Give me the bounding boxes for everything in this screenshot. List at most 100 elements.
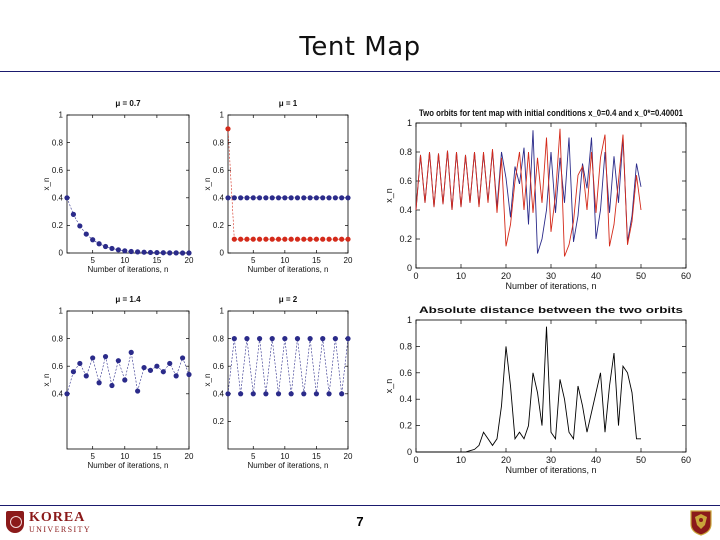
x-tick-label: 10 <box>280 452 289 461</box>
data-point <box>320 236 326 242</box>
y-tick-label: 0.2 <box>213 221 225 230</box>
data-point <box>90 355 96 361</box>
data-point <box>339 236 345 242</box>
x-tick-label: 5 <box>90 256 95 265</box>
plot-frame <box>415 122 687 269</box>
data-point <box>115 247 121 253</box>
data-point <box>244 336 250 342</box>
y-tick-label: 0.6 <box>399 368 412 378</box>
data-point <box>167 250 173 256</box>
data-point <box>250 236 256 242</box>
logo-primary-text: KOREA <box>29 509 86 525</box>
data-point <box>263 391 269 397</box>
y-tick-label: 0 <box>407 447 412 457</box>
data-point <box>269 336 275 342</box>
data-point <box>250 195 256 201</box>
university-crest-icon <box>6 511 24 533</box>
x-tick-label: 20 <box>185 256 194 265</box>
plot-frame <box>66 310 190 450</box>
data-point <box>345 336 351 342</box>
y-tick-label: 0.4 <box>399 394 412 404</box>
data-point <box>320 195 326 201</box>
data-point <box>238 391 244 397</box>
data-point <box>307 236 313 242</box>
data-point <box>231 236 237 242</box>
series-line-0 <box>416 326 641 453</box>
data-point <box>345 236 351 242</box>
page-number: 7 <box>356 514 364 529</box>
data-point <box>77 360 83 367</box>
y-tick-label: 0.4 <box>213 389 225 398</box>
x-tick-label: 60 <box>681 455 691 465</box>
data-point <box>263 195 269 201</box>
data-point <box>275 236 282 242</box>
data-point <box>160 369 166 375</box>
y-tick-label: 0.8 <box>213 138 225 147</box>
x-tick-label: 0 <box>413 455 418 465</box>
x-tick-label: 10 <box>456 271 466 281</box>
data-point <box>288 391 294 397</box>
data-point <box>269 236 275 242</box>
x-tick-label: 10 <box>120 256 129 265</box>
x-tick-label: 20 <box>344 256 353 265</box>
y-axis-label: x_n <box>42 178 51 191</box>
data-point <box>238 236 244 242</box>
y-tick-label: 0.4 <box>213 193 225 202</box>
data-point <box>332 236 338 242</box>
top-divider <box>0 71 720 72</box>
data-point <box>301 195 307 201</box>
data-point <box>256 195 263 201</box>
data-point <box>275 391 282 397</box>
x-axis-label: Number of iterations, n <box>248 461 329 470</box>
data-point <box>64 391 70 397</box>
x-tick-label: 30 <box>546 271 556 281</box>
data-point <box>64 195 70 201</box>
data-point <box>231 336 237 342</box>
y-tick-label: 0.6 <box>399 176 412 186</box>
data-point <box>109 382 115 389</box>
data-point <box>115 358 121 364</box>
data-point <box>339 391 345 397</box>
chart-mu07: μ = 0.7 5 10 15 20 0 0.2 0.4 0.6 0.8 1 Number of it… <box>42 99 194 274</box>
data-point <box>269 195 275 201</box>
data-point <box>307 195 313 201</box>
data-point <box>288 195 294 201</box>
data-point <box>313 195 320 201</box>
y-tick-label: 0.8 <box>52 334 64 343</box>
x-tick-label: 40 <box>591 271 601 281</box>
series-line-1 <box>415 128 642 257</box>
data-point <box>141 249 147 255</box>
x-tick-label: 50 <box>636 271 646 281</box>
plot-frame <box>227 114 349 254</box>
x-tick-label: 20 <box>344 452 353 461</box>
data-point <box>225 195 231 201</box>
data-point <box>186 371 192 378</box>
plot-frame <box>66 114 190 254</box>
data-point <box>154 249 160 256</box>
data-point <box>244 236 250 242</box>
data-point <box>231 195 237 201</box>
data-point <box>70 211 77 217</box>
data-point <box>225 391 231 397</box>
data-point <box>282 195 288 201</box>
x-tick-label: 10 <box>456 455 466 465</box>
data-point <box>102 243 109 250</box>
x-axis-label: Number of iterations, n <box>505 281 596 291</box>
data-point <box>282 336 288 342</box>
y-tick-label: 0.2 <box>399 421 412 431</box>
data-point <box>173 250 179 256</box>
data-point <box>294 236 301 242</box>
x-tick-label: 5 <box>251 256 256 265</box>
data-point <box>109 245 115 252</box>
data-point <box>179 355 186 361</box>
chart-mu1: μ = 1 5 10 15 20 0 0.2 0.4 0.6 0.8 1 Number of iter… <box>203 99 353 274</box>
y-tick-label: 0.4 <box>52 193 64 202</box>
data-point <box>345 195 351 201</box>
chart-title: μ = 2 <box>279 295 298 304</box>
data-point <box>128 349 134 355</box>
x-tick-label: 50 <box>636 455 646 465</box>
data-point <box>141 364 147 371</box>
data-point <box>301 236 307 242</box>
x-axis-label: Number of iterations, n <box>88 265 169 274</box>
x-tick-label: 40 <box>591 455 601 465</box>
